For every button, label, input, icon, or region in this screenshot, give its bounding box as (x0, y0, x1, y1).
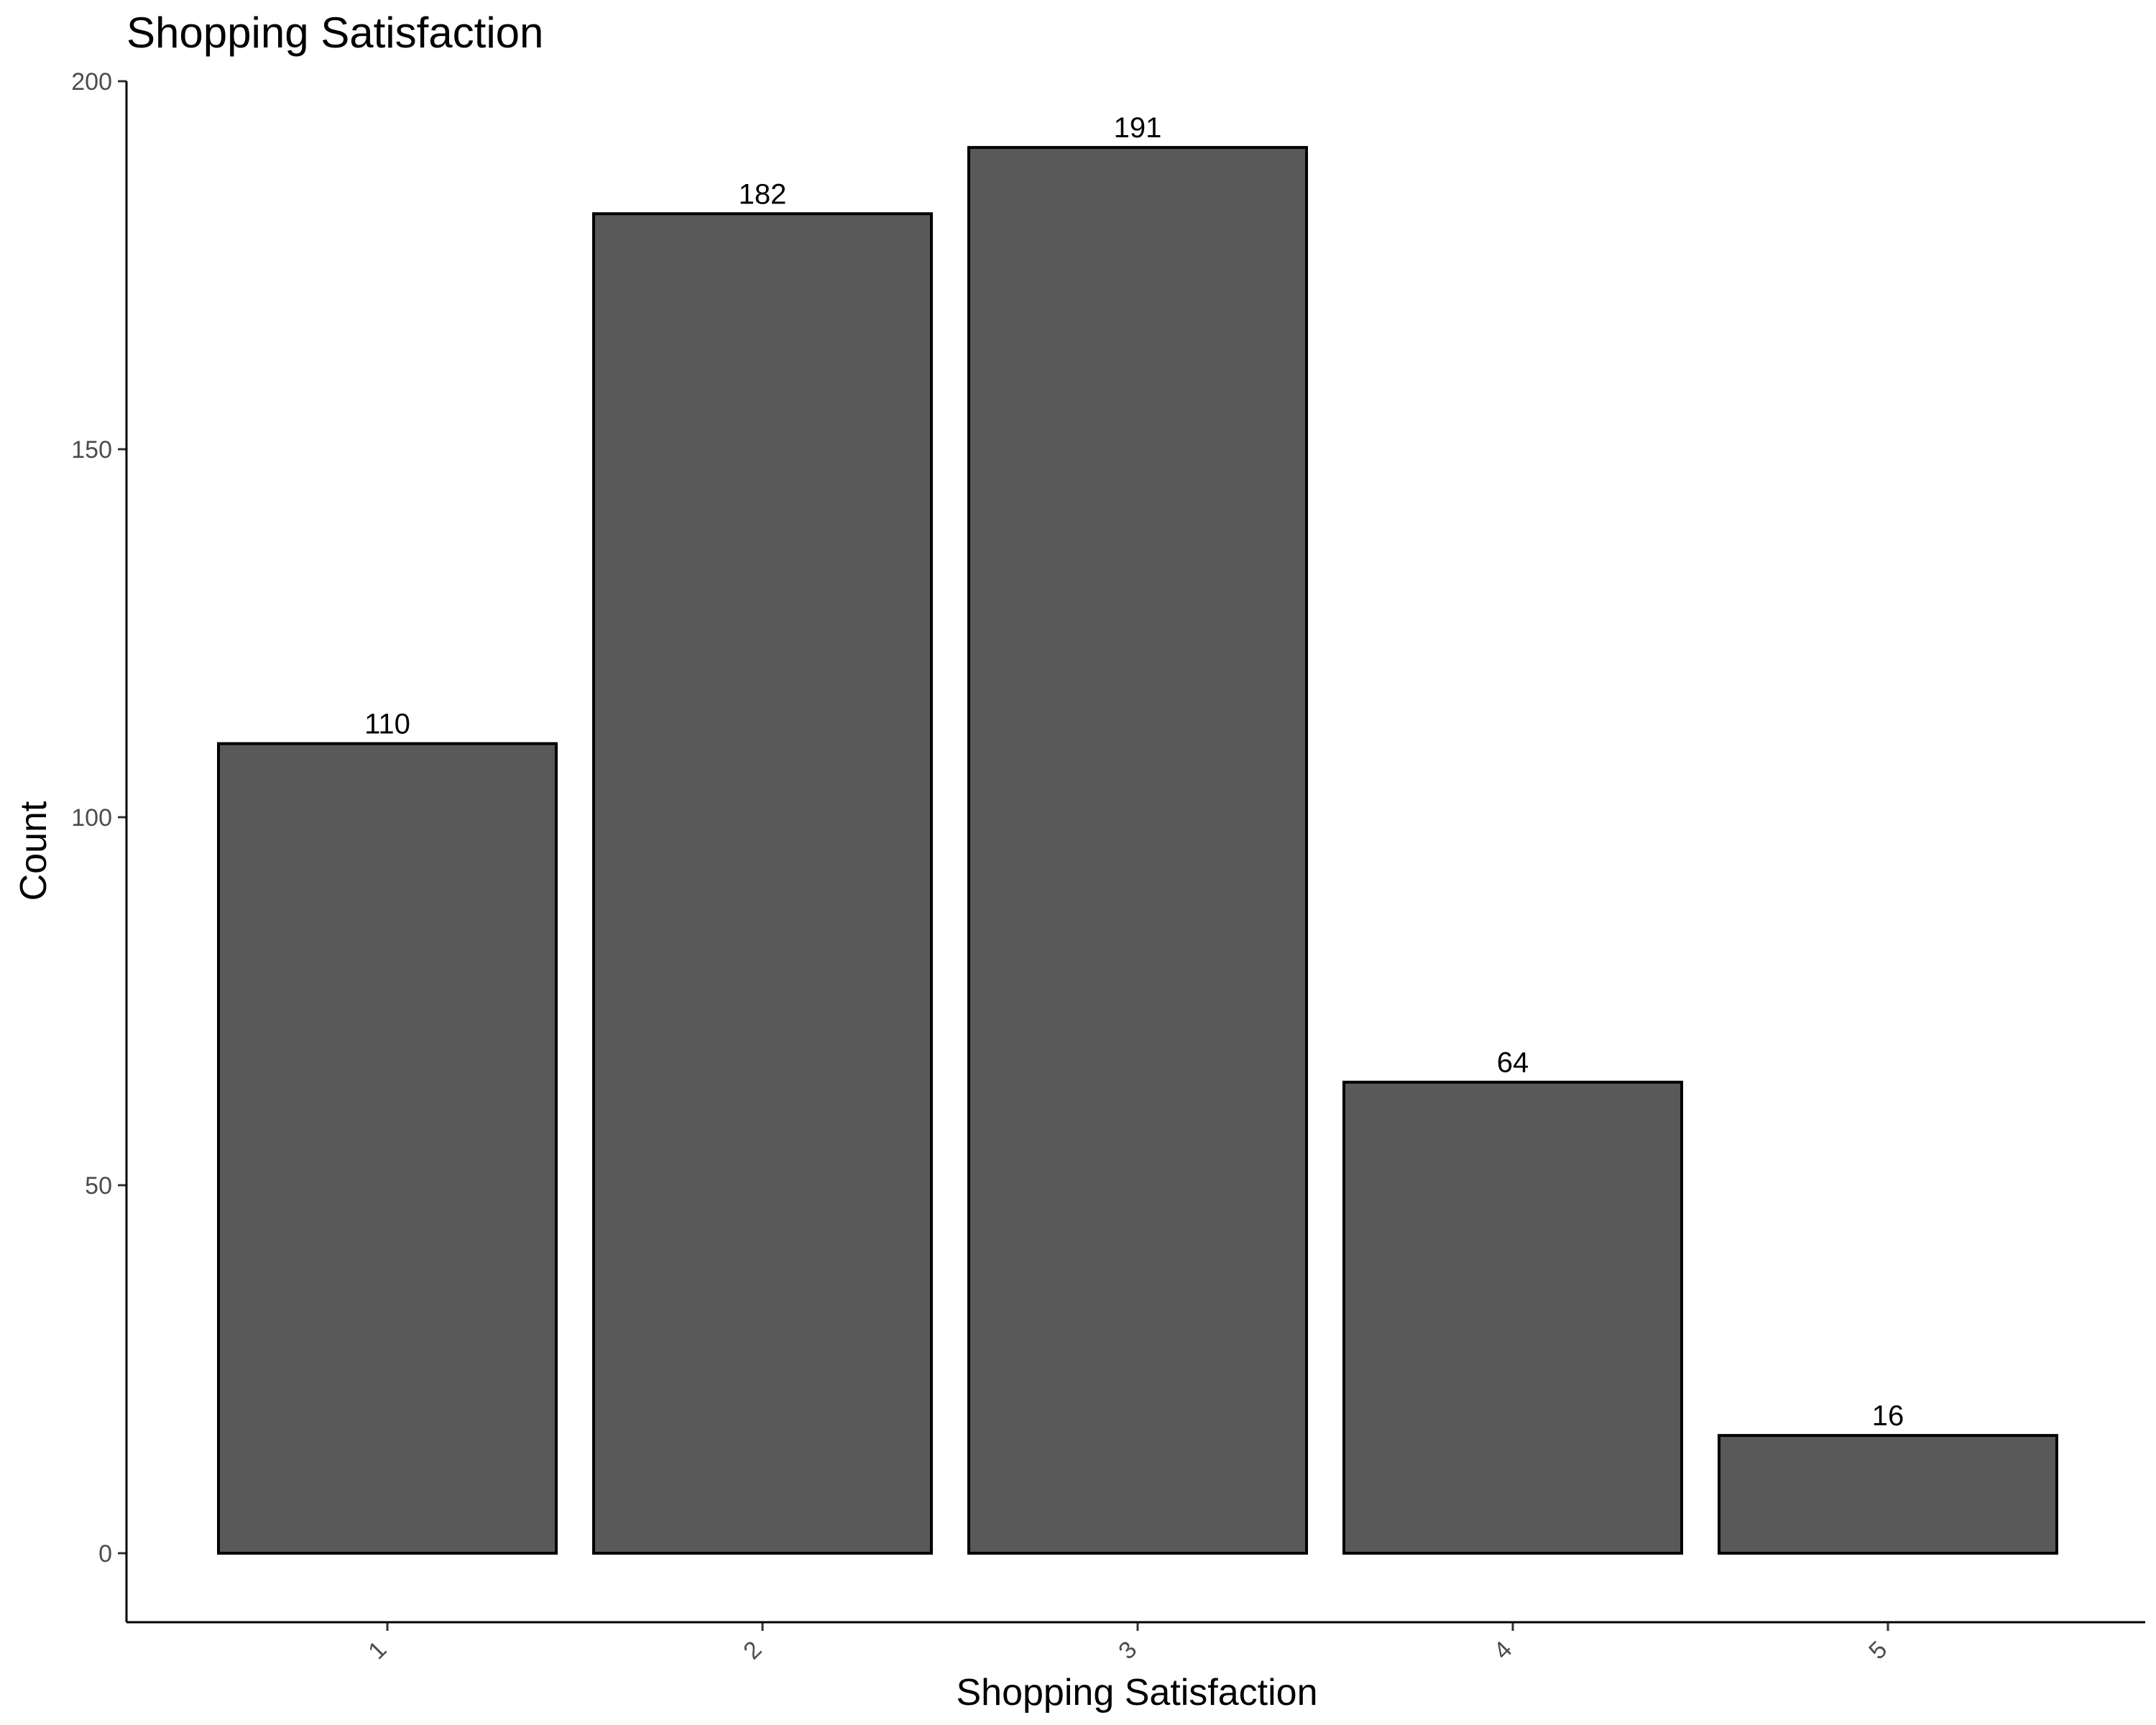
y-tick-label: 200 (71, 68, 112, 96)
x-tick-label: 1 (363, 1636, 392, 1665)
bar-data-label: 191 (1114, 112, 1162, 144)
x-tick-label: 5 (1864, 1636, 1892, 1665)
bar (217, 742, 558, 1555)
bar (1342, 1080, 1683, 1555)
bar-data-label: 16 (1872, 1400, 1904, 1432)
y-tick-label: 100 (71, 804, 112, 832)
bar (967, 146, 1308, 1555)
x-tick-label: 4 (1488, 1636, 1517, 1665)
x-axis-title: Shopping Satisfaction (956, 1672, 1317, 1714)
bar (1718, 1434, 2058, 1555)
bar-data-label: 182 (739, 178, 787, 210)
y-tick-label: 50 (85, 1172, 112, 1200)
bar-data-label: 64 (1497, 1047, 1529, 1079)
bar-data-label: 110 (364, 709, 410, 740)
chart-title: Shopping Satisfaction (126, 9, 543, 57)
y-axis-title: Count (13, 801, 55, 901)
x-tick-label: 2 (738, 1636, 767, 1665)
y-tick-label: 0 (98, 1540, 112, 1568)
bar (592, 212, 933, 1555)
x-tick-label: 3 (1113, 1636, 1142, 1665)
y-tick-label: 150 (71, 436, 112, 464)
